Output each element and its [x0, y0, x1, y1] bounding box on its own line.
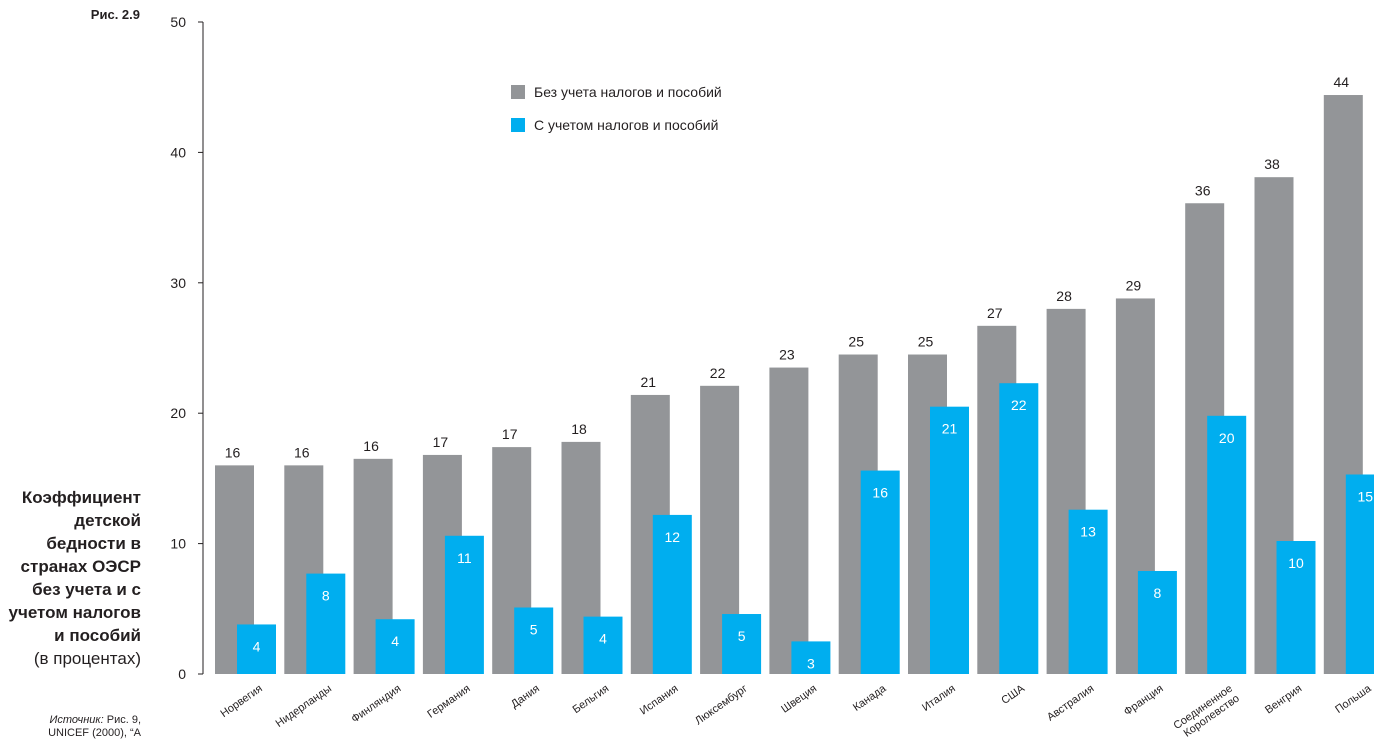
bar-after-label: 12: [665, 529, 681, 545]
bar-after-label: 4: [599, 631, 607, 647]
bar-before-label: 18: [571, 421, 587, 437]
bar-before-label: 25: [848, 334, 864, 350]
category-label: Венгрия: [1263, 683, 1304, 717]
bar-after-label: 4: [391, 633, 399, 649]
side-title-line: Коэффициент: [21, 488, 141, 507]
bar-after-label: 13: [1080, 524, 1096, 540]
bar-before-label: 16: [225, 444, 241, 460]
y-tick-label: 20: [170, 405, 186, 421]
bar-after: [930, 406, 969, 674]
category-label: Польша: [1333, 682, 1374, 716]
category-label: Дания: [509, 683, 542, 711]
bar-after: [1137, 570, 1177, 674]
side-title-line: и пособий: [54, 626, 141, 645]
source-prefix: Источник:: [49, 714, 104, 726]
bar-after: [306, 573, 346, 674]
category-label: СоединенноеКоролевство: [1171, 683, 1241, 741]
bar-after: [1276, 540, 1316, 674]
bar-before-label: 17: [433, 434, 449, 450]
bar-after-label: 20: [1219, 430, 1235, 446]
bar-after-label: 8: [322, 588, 330, 604]
bar-before-label: 16: [294, 444, 310, 460]
bar-after-label: 10: [1288, 555, 1304, 571]
bar-before-label: 17: [502, 426, 518, 442]
side-title-unit: (в процентах): [33, 649, 141, 668]
category-label: Франция: [1122, 683, 1166, 719]
category-label: Канада: [851, 682, 889, 714]
bar-after-label: 8: [1154, 585, 1162, 601]
bar-after: [1345, 474, 1374, 674]
bar-after: [514, 607, 554, 674]
bar-before-label: 21: [641, 374, 657, 390]
side-title-line: без учета и с: [32, 580, 141, 599]
y-tick-label: 10: [170, 536, 186, 552]
bar-after-label: 3: [807, 655, 815, 671]
y-tick-label: 40: [170, 144, 186, 160]
bar-after: [444, 535, 484, 674]
bar-before-label: 36: [1195, 182, 1211, 198]
bar-after: [999, 383, 1039, 674]
bar-after: [1207, 415, 1247, 674]
y-tick-label: 30: [170, 275, 186, 291]
bar-before-label: 29: [1126, 277, 1142, 293]
bar-after: [722, 614, 762, 674]
category-label: Люксембург: [693, 683, 750, 728]
side-title-line: детской: [74, 511, 141, 530]
bar-before-label: 27: [987, 305, 1003, 321]
bar-after: [860, 470, 900, 674]
bar-after: [375, 619, 415, 674]
bar-after: [791, 641, 831, 674]
category-label: Италия: [920, 683, 958, 714]
bar-before-label: 22: [710, 365, 726, 381]
bar-after-label: 5: [530, 621, 538, 637]
category-label: Бельгия: [571, 683, 612, 717]
bar-before: [769, 367, 809, 674]
bar-after-label: 4: [253, 638, 261, 654]
bar-after-label: 16: [872, 485, 888, 501]
y-tick-label: 0: [178, 666, 186, 682]
category-label: Австралия: [1045, 683, 1096, 724]
category-label: Германия: [425, 683, 472, 721]
category-label: Швеция: [779, 683, 819, 716]
category-label: США: [999, 682, 1027, 707]
category-label: Нидерланды: [274, 683, 334, 730]
bar-after: [1068, 509, 1108, 674]
y-tick-label: 50: [170, 14, 186, 30]
legend-swatch: [511, 85, 525, 99]
figure-label: Рис. 2.9: [90, 7, 140, 22]
source-note: Источник: Рис. 9, UNICEF (2000), “A: [0, 714, 141, 740]
bar-before-label: 16: [363, 438, 379, 454]
side-title-line: учетом налогов: [8, 603, 142, 622]
bar-after-label: 15: [1358, 488, 1374, 504]
category-label: Норвегия: [218, 683, 264, 720]
bar-before-label: 28: [1056, 288, 1072, 304]
legend-swatch: [511, 118, 525, 132]
bar-after: [237, 624, 276, 674]
category-label: Финляндия: [349, 683, 403, 726]
bar-after-label: 22: [1011, 397, 1027, 413]
bar-before-label: 23: [779, 347, 795, 363]
legend-label: С учетом налогов и пособий: [534, 117, 718, 133]
side-title-line: странах ОЭСР: [20, 557, 141, 576]
source-text: Рис. 9,: [103, 714, 141, 726]
bar-after-label: 21: [942, 421, 958, 437]
bar-before-label: 44: [1334, 74, 1350, 90]
legend-label: Без учета налогов и пособий: [534, 84, 722, 100]
bar-after-label: 11: [457, 550, 472, 566]
side-title-line: бедности в: [46, 534, 141, 553]
chart-side-title: Коэффициент детской бедности в странах О…: [0, 486, 142, 670]
bar-after-label: 5: [738, 628, 746, 644]
category-label: Испания: [638, 683, 681, 718]
bar-before-label: 38: [1264, 156, 1280, 172]
bar-after: [652, 514, 692, 674]
bar-after: [583, 616, 623, 674]
bar-before-label: 25: [918, 334, 934, 350]
source-text-line2: UNICEF (2000), “A: [48, 727, 141, 739]
